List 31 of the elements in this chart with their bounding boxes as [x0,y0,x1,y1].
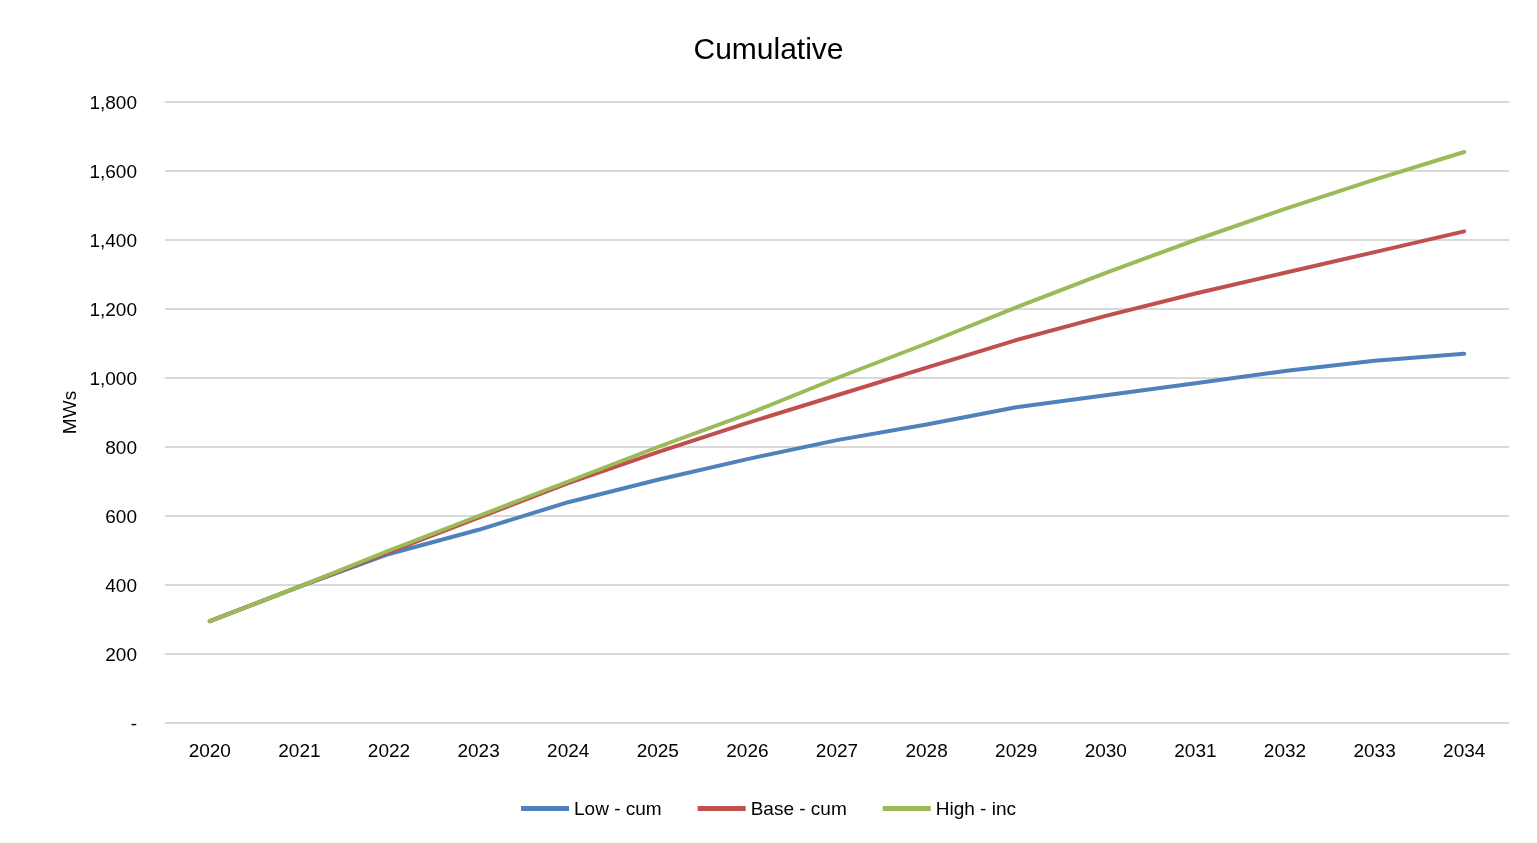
y-tick-label: 1,600 [89,160,137,182]
y-tick-label: 200 [105,643,137,665]
x-tick-label: 2032 [1263,740,1307,761]
line-series [207,150,1467,624]
y-tick-label: 1,800 [89,91,137,113]
x-tick-label: 2021 [278,740,321,761]
legend-label: Base - cum [750,798,847,819]
y-tick-label: 1,200 [89,298,137,320]
y-tick-label: 1,000 [89,367,137,389]
y-tick-label: 600 [105,505,137,527]
legend-label: Low - cum [574,798,662,819]
y-tick-label: 400 [105,574,137,596]
chart-title: Cumulative [693,31,844,65]
x-tick-label: 2027 [815,740,859,761]
x-tick-label: 2030 [1084,740,1127,761]
y-axis-title: MWs [58,390,80,435]
y-tick-label: 1,400 [89,229,137,251]
x-tick-label: 2025 [636,740,679,761]
x-tick-label: 2020 [188,740,231,761]
x-tick-label: 2024 [547,740,590,761]
x-tick-label: 2031 [1174,740,1217,761]
legend-label: High - inc [935,798,1016,819]
x-tick-label: 2029 [995,740,1038,761]
x-tick-label: 2033 [1353,740,1396,761]
y-tick-label: 800 [105,436,137,458]
x-tick-label: 2026 [726,740,769,761]
x-tick-label: 2028 [905,740,948,761]
y-tick-label: - [130,712,137,734]
x-tick-label: 2022 [367,740,411,761]
x-tick-label: 2023 [457,740,500,761]
x-tick-label: 2034 [1443,740,1486,761]
